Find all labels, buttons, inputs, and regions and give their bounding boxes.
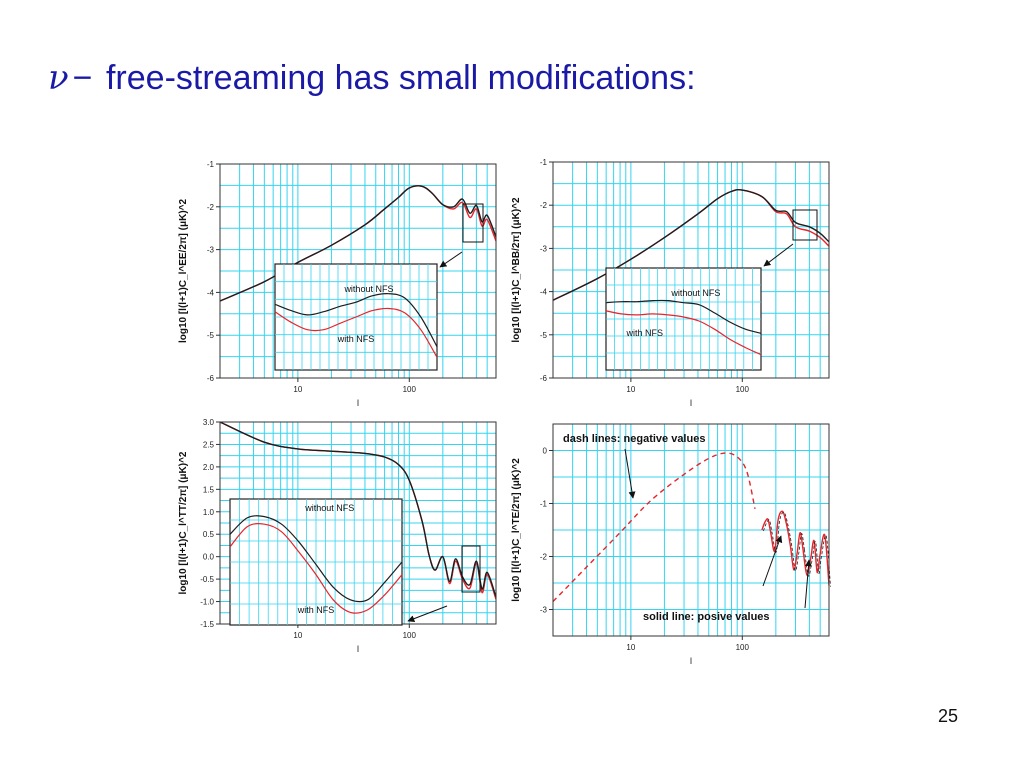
ee-ytick-label: -4: [207, 288, 215, 297]
tt-inset-series-nfs: [229, 523, 403, 614]
ee-xtick-label: 10: [293, 385, 302, 394]
ee-ytick-label: -3: [207, 246, 215, 255]
ee-inset-series-no_nfs: [274, 293, 438, 347]
te-plot-frame: [552, 423, 830, 637]
bb-plot-frame: [552, 161, 830, 379]
te-xtick-label: 10: [626, 643, 635, 652]
title-text: free-streaming has small modifications:: [105, 59, 696, 97]
tt-ytick-label: 0.0: [203, 553, 215, 562]
page-number: 25: [938, 706, 959, 726]
bb-ylabel: log10 [l(l+1)C_l^BB/2π] (μK)^2: [511, 197, 522, 343]
bb-ytick-label: -3: [540, 244, 548, 253]
tt-xtick-label: 10: [293, 631, 302, 640]
te-series-positive_tail: [802, 533, 830, 586]
title-dash: −: [72, 59, 93, 97]
title-nu-symbol: ν: [48, 58, 69, 98]
tt-ytick-label: -0.5: [200, 575, 214, 584]
bb-ytick-label: -6: [540, 374, 548, 383]
chart-ee: -6 -5 -4 -3 -2 -1 10 100 l log10 [l(l+1)C_l^EE/2π…: [178, 160, 497, 408]
tt-ytick-label: 3.0: [203, 418, 215, 427]
ee-inset-label-with: with NFS: [337, 334, 375, 344]
slide-title: ν − free-streaming has small modification…: [48, 58, 696, 98]
te-annotation-positive: solid line: posive values: [643, 611, 770, 623]
te-series-negative: [552, 452, 756, 602]
tt-ytick-label: -1.0: [200, 598, 214, 607]
bb-zoom-box: [792, 209, 818, 241]
tt-ytick-label: 2.5: [203, 440, 215, 449]
ee-ylabel: log10 [l(l+1)C_l^EE/2π] (μK)^2: [178, 199, 189, 344]
ee-xlabel: l: [357, 398, 359, 408]
bb-xtick-label: 100: [736, 385, 750, 394]
bb-series-no_nfs: [552, 189, 830, 301]
bb-inset-arrow: [763, 243, 794, 267]
te-ylabel: log10 [l(l+1)C_l^TE/2π] (μK)^2: [511, 458, 522, 602]
bb-ytick-label: -2: [540, 201, 548, 210]
te-xlabel: l: [690, 656, 692, 666]
te-arrow-positive-1: [762, 535, 783, 587]
bb-ytick-label: -4: [540, 288, 548, 297]
chart-bb: -6 -5 -4 -3 -2 -1 10 100 l log10 [l(l+1)C_l^BB/2π…: [511, 158, 830, 408]
ee-ytick-label: -6: [207, 374, 215, 383]
tt-ytick-label: -1.5: [200, 620, 214, 629]
tt-ylabel: log10 [l(l+1)C_l^TT/2π] (μK)^2: [178, 451, 189, 594]
bb-inset-series-nfs: [605, 310, 762, 356]
te-xtick-label: 100: [736, 643, 750, 652]
tt-ytick-label: 0.5: [203, 530, 215, 539]
tt-series-no_nfs: [219, 421, 497, 598]
ee-ytick-label: -2: [207, 203, 215, 212]
bb-inset-label-with: with NFS: [625, 328, 663, 338]
te-series-positive_tail-shadow: [804, 534, 831, 587]
bb-inset-series-no_nfs: [605, 299, 762, 334]
tt-ytick-label: 2.0: [203, 463, 215, 472]
tt-xtick-label: 100: [403, 631, 417, 640]
te-annotation-negative: dash lines: negative values: [563, 433, 705, 445]
tt-inset-arrow: [407, 605, 448, 623]
ee-ytick-label: -1: [207, 160, 215, 169]
bb-xlabel: l: [690, 398, 692, 408]
te-ytick-label: -2: [540, 553, 548, 562]
tt-zoom-box: [461, 545, 481, 593]
chart-tt: -1.5 -1.0 -0.5 0.0 0.5 1.0 1.5 2.0 2.5 3.0 10 100 l l…: [178, 418, 497, 654]
bb-ytick-label: -1: [540, 158, 548, 167]
tt-ytick-label: 1.0: [203, 508, 215, 517]
tt-xlabel: l: [357, 644, 359, 654]
te-series-positive: [761, 510, 804, 571]
te-ytick-label: 0: [543, 447, 548, 456]
te-ytick-label: -1: [540, 500, 548, 509]
tt-inset-label-with: with NFS: [297, 605, 335, 615]
ee-inset-label-without: without NFS: [343, 284, 393, 294]
tt-inset-series-no_nfs: [229, 515, 403, 603]
bb-xtick-label: 10: [626, 385, 635, 394]
bb-inset-label-without: without NFS: [670, 288, 720, 298]
ee-inset-arrow: [439, 251, 463, 268]
ee-xtick-label: 100: [403, 385, 417, 394]
ee-zoom-box: [462, 203, 484, 243]
chart-te: -3 -2 -1 0 10 100 l log10 [l(l+1)C_l^TE/2π] (μK…: [511, 423, 831, 666]
te-arrow-positive-2: [804, 559, 812, 609]
ee-series-no_nfs: [219, 185, 497, 302]
ee-ytick-label: -5: [207, 331, 215, 340]
te-arrow-negative: [624, 448, 636, 499]
ee-plot-frame: [219, 163, 497, 379]
bb-ytick-label: -5: [540, 331, 548, 340]
tt-inset-label-without: without NFS: [304, 503, 354, 513]
ee-inset-series-nfs: [274, 307, 438, 358]
tt-ytick-label: 1.5: [203, 485, 215, 494]
te-ytick-label: -3: [540, 606, 548, 615]
